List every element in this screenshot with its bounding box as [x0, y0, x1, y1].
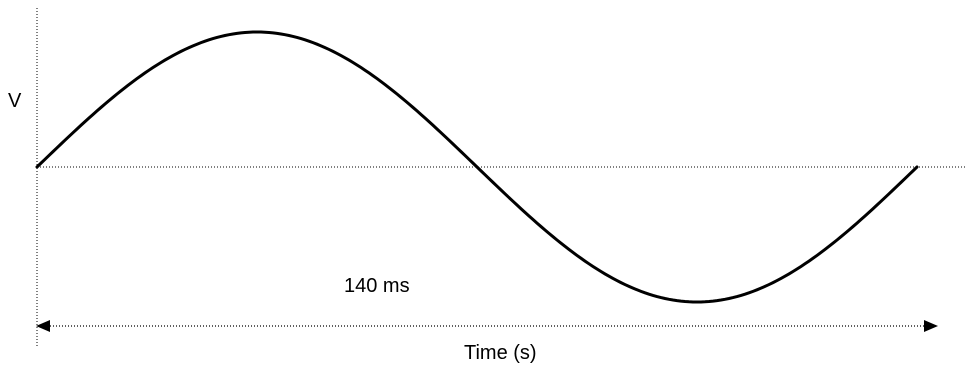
sine-wave-curve [35, 30, 919, 304]
x-axis-label: Time (s) [464, 342, 537, 364]
y-axis-label: V [8, 90, 22, 112]
period-label: 140 ms [344, 275, 410, 297]
